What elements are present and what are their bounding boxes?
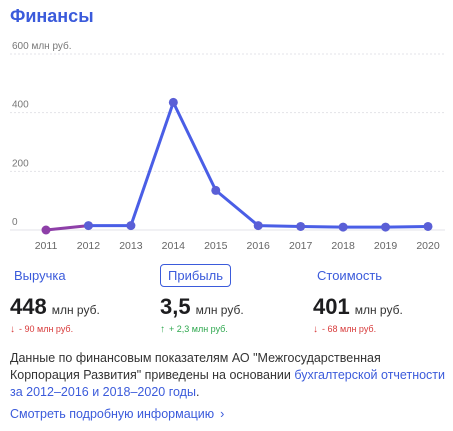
- profit-delta: ↑ + 2,3 млн руб.: [160, 324, 228, 335]
- x-tick-label: 2019: [374, 240, 398, 252]
- revenue-number: 448: [10, 294, 47, 319]
- profit-number: 3,5: [160, 294, 191, 319]
- y-tick-label: 200: [12, 158, 29, 169]
- x-tick-label: 2017: [289, 240, 313, 252]
- chart-grid: 600 млн руб. 400 200 0: [10, 40, 445, 231]
- data-point: [423, 221, 433, 231]
- chart-series: [44, 100, 430, 232]
- data-point: [253, 221, 263, 231]
- chart-points: [41, 97, 433, 235]
- revenue-delta-text: - 90 млн руб.: [19, 324, 74, 334]
- metric-tab-value[interactable]: Стоимость: [317, 268, 383, 283]
- y-tick-label: 0: [12, 217, 18, 228]
- x-tick-label: 2018: [331, 240, 355, 252]
- data-point: [83, 221, 93, 231]
- section-title: Финансы: [10, 6, 94, 26]
- value-number: 401: [313, 294, 350, 319]
- data-point: [338, 222, 348, 232]
- chart-x-axis: 2011 2012 2013 2014 2015 2016 2017 2018 2019 2020: [35, 240, 440, 252]
- financial-statements-link[interactable]: бухгалтерской отчетности за 2012–2016 и …: [10, 368, 446, 399]
- arrow-up-icon: ↑: [160, 324, 165, 335]
- series-line: [86, 100, 430, 229]
- value-delta: ↓ - 68 млн руб.: [313, 324, 376, 335]
- y-tick-label: 400: [12, 100, 29, 111]
- x-tick-label: 2015: [204, 240, 228, 252]
- note-end: .: [195, 385, 200, 399]
- arrow-down-icon: ↓: [313, 324, 318, 335]
- data-point: [126, 221, 136, 231]
- data-point: [211, 185, 221, 195]
- more-info-link[interactable]: Смотреть подробную информацию ›: [10, 407, 224, 421]
- x-tick-label: 2012: [77, 240, 101, 252]
- x-tick-label: 2014: [162, 240, 186, 252]
- chevron-right-icon: ›: [220, 407, 225, 421]
- metric-tab-profit[interactable]: Прибыль: [160, 264, 231, 287]
- profit-unit: млн руб.: [195, 303, 244, 317]
- finance-line-chart: 600 млн руб. 400 200 0 2011 2012 2013 2014 2015…: [10, 40, 445, 252]
- metric-tab-revenue[interactable]: Выручка: [14, 268, 66, 283]
- data-source-note: Данные по финансовым показателям АО "Меж…: [10, 350, 445, 401]
- x-tick-label: 2020: [416, 240, 440, 252]
- y-tick-label: 600 млн руб.: [12, 40, 72, 52]
- value-value: 401 млн руб.: [313, 294, 403, 320]
- value-unit: млн руб.: [354, 303, 403, 317]
- arrow-down-icon: ↓: [10, 324, 15, 335]
- x-tick-label: 2013: [119, 240, 143, 252]
- data-point: [296, 221, 306, 231]
- data-point: [381, 222, 391, 232]
- x-tick-label: 2016: [247, 240, 271, 252]
- note-text: Данные по финансовым показателям АО "Меж…: [10, 351, 381, 382]
- revenue-delta: ↓ - 90 млн руб.: [10, 324, 73, 335]
- profit-value: 3,5 млн руб.: [160, 294, 244, 320]
- x-tick-label: 2011: [35, 240, 58, 252]
- revenue-unit: млн руб.: [51, 303, 100, 317]
- value-delta-text: - 68 млн руб.: [322, 324, 377, 334]
- series-segment: [44, 224, 90, 232]
- data-point: [41, 225, 51, 235]
- revenue-value: 448 млн руб.: [10, 294, 100, 320]
- data-point: [168, 97, 178, 107]
- more-info-label: Смотреть подробную информацию: [10, 407, 215, 421]
- profit-delta-text: + 2,3 млн руб.: [169, 324, 228, 334]
